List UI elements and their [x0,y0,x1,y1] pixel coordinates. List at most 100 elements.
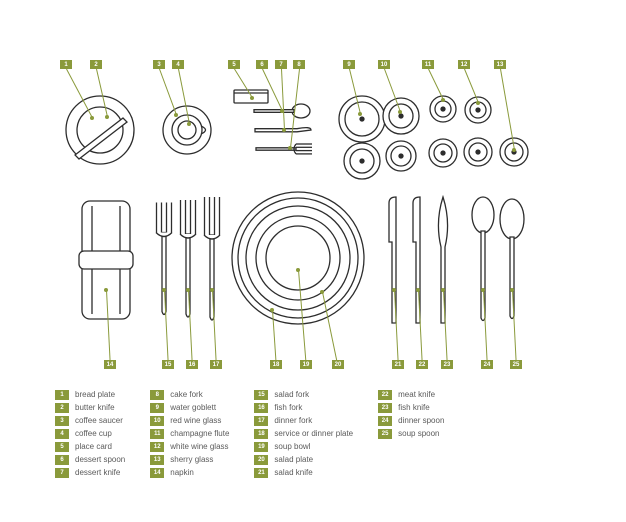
legend-item: 1 bread plate [55,390,125,400]
table-setting-diagram: 1234567891011121314151617181920212223242… [0,0,626,522]
leader-dot [187,122,191,126]
legend-label: salad plate [274,456,313,464]
legend-label: red wine glass [170,417,221,425]
leader-dot [186,288,190,292]
legend-number-box: 6 [55,455,69,465]
leader-dot [392,288,396,292]
leader-dot [210,288,214,292]
leader-dot [416,288,420,292]
legend-number-box: 10 [150,416,164,426]
leader-dot [296,268,300,272]
legend-item: 7 dessert knife [55,468,125,478]
tag-number: 7 [275,60,287,69]
scene-svg [0,0,626,380]
legend-column: 1 bread plate 2butter knife 3 coffee saucer 4… [55,390,125,478]
legend-column: 8 cake fork 9water goblett 10 red wine glass… [150,390,229,478]
leader-dot [512,148,516,152]
legend-item: 14 napkin [150,468,229,478]
leader-dot [441,98,445,102]
legend-label: dinner fork [274,417,312,425]
tag-number: 8 [293,60,305,69]
tag-number: 12 [458,60,470,69]
legend-item: 17 dinner fork [254,416,353,426]
tag-number: 21 [392,360,404,369]
legend-label: sherry glass [170,456,213,464]
legend-number-box: 8 [150,390,164,400]
legend-item: 21 salad knife [254,468,353,478]
tag-number: 17 [210,360,222,369]
legend: 1 bread plate 2butter knife 3 coffee saucer 4… [55,390,595,478]
legend-label: water goblett [170,404,216,412]
legend-number-box: 23 [378,403,392,413]
legend-label: napkin [170,469,194,477]
legend-number-box: 3 [55,416,69,426]
tag-number: 25 [510,360,522,369]
leader-dot [320,290,324,294]
legend-number-box: 7 [55,468,69,478]
tag-number: 24 [481,360,493,369]
leader-dot [90,116,94,120]
leader-dot [270,308,274,312]
tag-number: 20 [332,360,344,369]
legend-label: salad knife [274,469,312,477]
tag-number: 6 [256,60,268,69]
legend-item: 25soup spoon [378,429,444,439]
tag-number: 16 [186,360,198,369]
leader-dot [358,112,362,116]
legend-item: 9water goblett [150,403,229,413]
legend-number-box: 1 [55,390,69,400]
leader-dot [162,288,166,292]
legend-label: salad fork [274,391,309,399]
legend-label: coffee saucer [75,417,123,425]
legend-label: cake fork [170,391,202,399]
legend-number-box: 19 [254,442,268,452]
tag-number: 23 [441,360,453,369]
legend-number-box: 20 [254,455,268,465]
legend-item: 4 coffee cup [55,429,125,439]
legend-label: fish knife [398,404,430,412]
legend-number-box: 22 [378,390,392,400]
legend-item: 2butter knife [55,403,125,413]
legend-label: place card [75,443,112,451]
tag-number: 15 [162,360,174,369]
legend-item: 11champagne flute [150,429,229,439]
legend-number-box: 14 [150,468,164,478]
legend-item: 24dinner spoon [378,416,444,426]
tag-number: 19 [300,360,312,369]
tag-number: 9 [343,60,355,69]
legend-label: champagne flute [170,430,229,438]
legend-number-box: 25 [378,429,392,439]
legend-label: bread plate [75,391,115,399]
leader-dot [105,115,109,119]
legend-number-box: 21 [254,468,268,478]
leader-dot [510,288,514,292]
legend-number-box: 17 [254,416,268,426]
tag-number: 22 [416,360,428,369]
leader-dot [398,110,402,114]
legend-label: meat knife [398,391,435,399]
tag-number: 14 [104,360,116,369]
legend-number-box: 5 [55,442,69,452]
tag-number: 13 [494,60,506,69]
legend-item: 18service or dinner plate [254,429,353,439]
leader-dot [476,101,480,105]
legend-item: 6dessert spoon [55,455,125,465]
leader-dot [104,288,108,292]
legend-label: service or dinner plate [274,430,353,438]
leader-dot [481,288,485,292]
legend-number-box: 4 [55,429,69,439]
legend-item: 15salad fork [254,390,353,400]
legend-label: fish fork [274,404,302,412]
legend-item: 3 coffee saucer [55,416,125,426]
legend-item: 20 salad plate [254,455,353,465]
legend-label: coffee cup [75,430,112,438]
leader-dot [174,113,178,117]
legend-label: white wine glass [170,443,228,451]
leader-dot [441,288,445,292]
legend-number-box: 13 [150,455,164,465]
legend-label: dessert knife [75,469,120,477]
legend-number-box: 2 [55,403,69,413]
legend-number-box: 16 [254,403,268,413]
legend-item: 8 cake fork [150,390,229,400]
legend-number-box: 24 [378,416,392,426]
